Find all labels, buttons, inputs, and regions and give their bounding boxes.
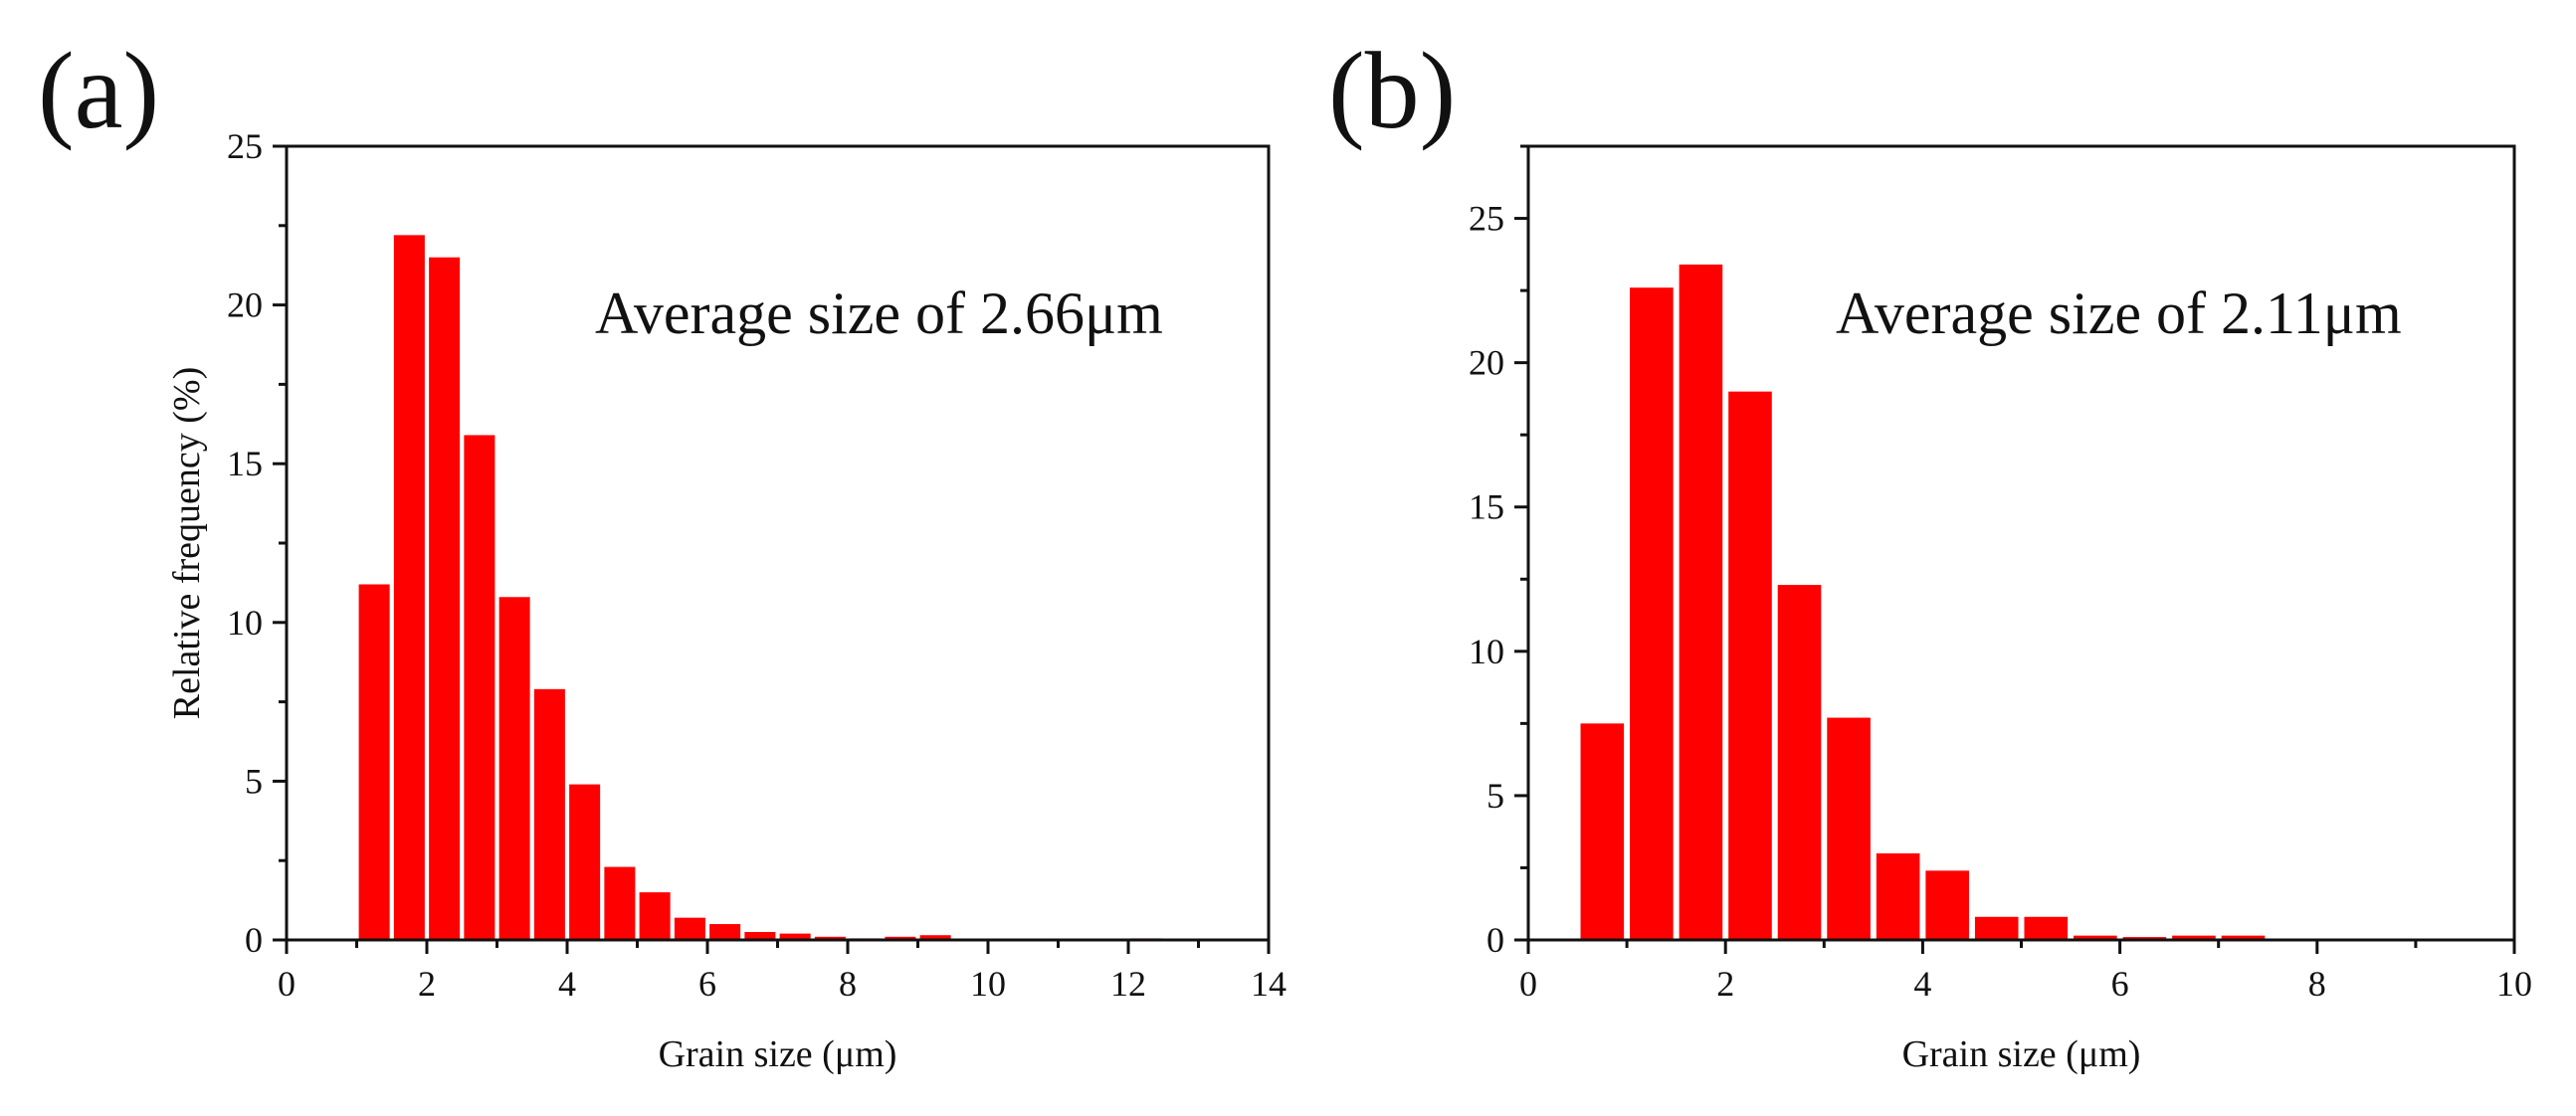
bar-b-0: [1580, 723, 1625, 940]
x-tick-label-b-3: 6: [2111, 964, 2129, 1004]
bar-a-6: [569, 784, 601, 940]
bar-a-11: [744, 932, 776, 940]
y-tick-label-b-4: 20: [1469, 343, 1504, 383]
panel-label-a: (a): [38, 30, 159, 151]
bar-a-16: [919, 935, 951, 940]
bar-b-1: [1630, 287, 1674, 940]
x-tick-label-a-7: 14: [1251, 964, 1287, 1004]
bar-b-9: [2024, 916, 2069, 940]
x-tick-label-b-0: 0: [1519, 964, 1537, 1004]
x-tick-label-a-6: 12: [1110, 964, 1146, 1004]
chart-a: 0 2 4 6 8 10 12 14 0 5 10 15 20 25 Grain size (μm) Rela…: [166, 126, 1287, 1075]
bar-b-10: [2074, 935, 2117, 940]
y-tick-label-b-3: 15: [1469, 487, 1504, 527]
bar-b-6: [1876, 852, 1920, 940]
y-tick-label-a-4: 20: [227, 285, 263, 325]
y-tick-label-b-1: 5: [1486, 776, 1504, 816]
y-tick-label-b-5: 25: [1469, 199, 1504, 239]
x-tick-label-a-0: 0: [278, 964, 296, 1004]
x-tick-label-a-1: 2: [418, 964, 436, 1004]
y-tick-label-a-3: 15: [227, 444, 263, 483]
x-tick-label-b-1: 2: [1716, 964, 1734, 1004]
bar-b-2: [1679, 264, 1723, 940]
bar-a-5: [533, 688, 565, 940]
bar-a-3: [464, 435, 495, 940]
bar-b-13: [2221, 935, 2266, 940]
x-tick-label-b-4: 8: [2308, 964, 2326, 1004]
y-tick-label-a-2: 10: [227, 603, 263, 643]
bar-b-3: [1728, 391, 1772, 940]
bar-a-12: [779, 933, 811, 940]
bar-a-7: [604, 866, 636, 940]
bar-a-2: [429, 257, 461, 941]
bar-a-13: [814, 936, 846, 940]
y-tick-label-a-5: 25: [227, 126, 263, 166]
y-tick-label-a-1: 5: [245, 761, 263, 801]
y-tick-label-a-0: 0: [245, 920, 263, 960]
annotation-a: Average size of 2.66μm: [595, 280, 1163, 346]
bar-b-12: [2172, 935, 2216, 940]
bar-a-0: [358, 584, 390, 940]
x-tick-label-a-5: 10: [970, 964, 1006, 1004]
bar-b-8: [1974, 916, 2019, 940]
bar-a-9: [674, 917, 705, 940]
x-tick-label-a-3: 6: [698, 964, 716, 1004]
annotation-b: Average size of 2.11μm: [1836, 280, 2402, 346]
bar-a-8: [639, 892, 671, 940]
plot-frame-b: [1526, 144, 2516, 942]
bar-a-15: [885, 936, 916, 940]
bar-a-4: [498, 597, 530, 940]
y-tick-label-b-0: 0: [1486, 920, 1504, 960]
x-axis-title-b: Grain size (μm): [1902, 1033, 2141, 1075]
bar-a-10: [709, 924, 741, 940]
x-tick-label-a-4: 8: [839, 964, 857, 1004]
bar-b-7: [1925, 870, 1969, 940]
y-tick-label-b-2: 10: [1469, 632, 1504, 671]
x-tick-label-b-2: 4: [1913, 964, 1931, 1004]
bar-a-1: [393, 235, 425, 941]
x-tick-label-a-2: 4: [558, 964, 576, 1004]
x-tick-label-b-5: 10: [2496, 964, 2532, 1004]
panel-label-b: (b): [1328, 30, 1456, 151]
bar-b-5: [1827, 717, 1871, 940]
y-axis-title-a: Relative frequency (%): [166, 367, 208, 720]
chart-b: 0 2 4 6 8 10 0 5 10 15 20 25 Grain size (μm) Average …: [1469, 144, 2532, 1075]
x-axis-title-a: Grain size (μm): [659, 1033, 897, 1075]
bar-b-4: [1777, 585, 1822, 940]
